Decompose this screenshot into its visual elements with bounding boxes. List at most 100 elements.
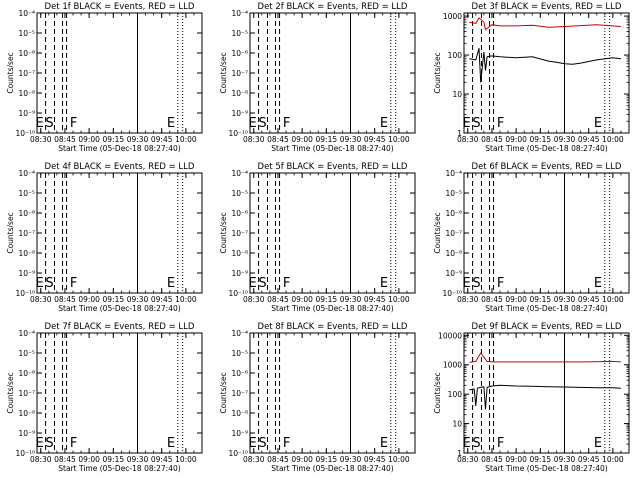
y-tick-label: 10⁻⁶ bbox=[18, 49, 35, 58]
y-tick-label: 10000 bbox=[438, 331, 462, 340]
event-marker-f: F bbox=[497, 116, 504, 131]
x-tick-label: 09:00 bbox=[78, 295, 100, 304]
y-tick-label: 10⁻⁷ bbox=[18, 229, 35, 238]
y-axis-label: Counts/sec bbox=[433, 212, 442, 253]
x-tick-label: 09:00 bbox=[78, 455, 100, 464]
x-tick-label: 10:00 bbox=[602, 455, 624, 464]
x-axis-label: Start Time (05-Dec-18 08:27:40) bbox=[271, 464, 393, 473]
x-tick-label: 09:15 bbox=[103, 295, 125, 304]
event-marker-e: E bbox=[380, 276, 388, 291]
x-tick-label: 10:00 bbox=[602, 135, 624, 144]
y-axis-label: Counts/sec bbox=[219, 372, 228, 413]
x-tick-label: 09:30 bbox=[340, 295, 362, 304]
event-marker-e: E bbox=[594, 116, 602, 131]
event-marker-e: E bbox=[35, 436, 43, 451]
x-tick-label: 08:45 bbox=[481, 455, 503, 464]
x-tick-label: 10:00 bbox=[175, 135, 197, 144]
y-tick-label: 100 bbox=[448, 390, 463, 399]
x-tick-label: 09:00 bbox=[505, 135, 527, 144]
x-tick-label: 09:00 bbox=[291, 135, 313, 144]
x-tick-label: 09:00 bbox=[78, 135, 100, 144]
y-tick-label: 1 bbox=[457, 449, 462, 458]
x-tick-label: 08:30 bbox=[30, 295, 52, 304]
y-tick-label: 10⁻⁸ bbox=[18, 409, 35, 418]
event-marker-s: S bbox=[258, 116, 266, 131]
plot-frame bbox=[249, 332, 416, 454]
y-tick-label: 10⁻⁸ bbox=[18, 89, 35, 98]
x-tick-label: 09:45 bbox=[151, 135, 173, 144]
y-tick-label: 1000 bbox=[443, 361, 462, 370]
x-tick-label: 08:30 bbox=[457, 295, 479, 304]
y-tick-label: 10⁻¹⁰ bbox=[15, 289, 35, 298]
plot-frame bbox=[249, 172, 416, 294]
y-axis-label: Counts/sec bbox=[6, 372, 15, 413]
event-marker-f: F bbox=[283, 436, 290, 451]
chart-title: Det 1f BLACK = Events, RED = LLD bbox=[45, 2, 195, 12]
event-marker-s: S bbox=[472, 436, 480, 451]
y-tick-label: 10⁻⁶ bbox=[18, 369, 35, 378]
y-tick-label: 10⁻⁵ bbox=[445, 189, 462, 198]
x-axis-label: Start Time (05-Dec-18 08:27:40) bbox=[485, 144, 607, 153]
x-axis-label: Start Time (05-Dec-18 08:27:40) bbox=[58, 464, 180, 473]
x-tick-label: 09:30 bbox=[554, 455, 576, 464]
y-tick-label: 10⁻¹⁰ bbox=[442, 289, 462, 298]
chart-panel-9: Det 9f BLACK = Events, RED = LLD10000100… bbox=[433, 322, 630, 473]
y-tick-label: 10⁻⁴ bbox=[18, 9, 35, 18]
x-axis-label: Start Time (05-Dec-18 08:27:40) bbox=[485, 304, 607, 313]
x-tick-label: 09:45 bbox=[151, 295, 173, 304]
event-marker-e: E bbox=[167, 116, 175, 131]
x-tick-label: 10:00 bbox=[175, 295, 197, 304]
x-tick-label: 08:45 bbox=[481, 135, 503, 144]
x-tick-label: 08:30 bbox=[457, 455, 479, 464]
x-tick-label: 09:45 bbox=[578, 455, 600, 464]
plot-frame bbox=[36, 172, 203, 294]
event-marker-e: E bbox=[462, 276, 470, 291]
x-tick-label: 09:00 bbox=[291, 295, 313, 304]
y-tick-label: 10⁻⁵ bbox=[18, 349, 35, 358]
y-tick-label: 10⁻⁴ bbox=[445, 169, 462, 178]
series-line-lld bbox=[469, 352, 621, 363]
y-tick-label: 10 bbox=[452, 420, 462, 429]
x-axis-label: Start Time (05-Dec-18 08:27:40) bbox=[58, 144, 180, 153]
x-tick-label: 10:00 bbox=[388, 295, 410, 304]
event-marker-e: E bbox=[594, 276, 602, 291]
x-tick-label: 09:30 bbox=[127, 295, 149, 304]
x-tick-label: 09:30 bbox=[127, 455, 149, 464]
y-tick-label: 10⁻⁹ bbox=[18, 269, 35, 278]
y-tick-label: 10⁻⁴ bbox=[231, 329, 248, 338]
event-marker-e: E bbox=[248, 276, 256, 291]
y-tick-label: 1000 bbox=[443, 12, 462, 21]
event-marker-e: E bbox=[462, 116, 470, 131]
x-tick-label: 08:30 bbox=[30, 455, 52, 464]
plot-frame bbox=[249, 12, 416, 134]
event-marker-e: E bbox=[380, 116, 388, 131]
y-tick-label: 1 bbox=[457, 129, 462, 138]
x-tick-label: 09:45 bbox=[364, 135, 386, 144]
y-tick-label: 10⁻⁵ bbox=[231, 189, 248, 198]
y-tick-label: 10⁻⁴ bbox=[18, 169, 35, 178]
x-tick-label: 09:45 bbox=[578, 135, 600, 144]
event-marker-s: S bbox=[472, 116, 480, 131]
x-axis-label: Start Time (05-Dec-18 08:27:40) bbox=[271, 304, 393, 313]
event-marker-e: E bbox=[167, 276, 175, 291]
event-marker-e: E bbox=[35, 276, 43, 291]
y-tick-label: 10⁻¹⁰ bbox=[228, 449, 248, 458]
chart-panel-8: Det 8f BLACK = Events, RED = LLD 10⁻⁴ 10⁻⁵… bbox=[219, 322, 416, 473]
y-axis-label: Counts/sec bbox=[219, 212, 228, 253]
y-tick-label: 10⁻⁷ bbox=[231, 389, 248, 398]
y-tick-label: 10⁻⁵ bbox=[18, 189, 35, 198]
event-marker-s: S bbox=[45, 436, 53, 451]
y-tick-label: 10⁻⁶ bbox=[231, 369, 248, 378]
x-tick-label: 09:30 bbox=[340, 455, 362, 464]
x-tick-label: 10:00 bbox=[388, 455, 410, 464]
event-marker-s: S bbox=[45, 116, 53, 131]
chart-panel-5: Det 5f BLACK = Events, RED = LLD 10⁻⁴ 10⁻⁵… bbox=[219, 162, 416, 313]
chart-title: Det 7f BLACK = Events, RED = LLD bbox=[45, 322, 195, 332]
plot-frame bbox=[36, 332, 203, 454]
y-tick-label: 10⁻¹⁰ bbox=[15, 449, 35, 458]
x-tick-label: 09:15 bbox=[103, 455, 125, 464]
event-marker-e: E bbox=[462, 436, 470, 451]
x-tick-label: 09:15 bbox=[530, 135, 552, 144]
x-tick-label: 09:30 bbox=[127, 135, 149, 144]
x-tick-label: 09:15 bbox=[530, 455, 552, 464]
